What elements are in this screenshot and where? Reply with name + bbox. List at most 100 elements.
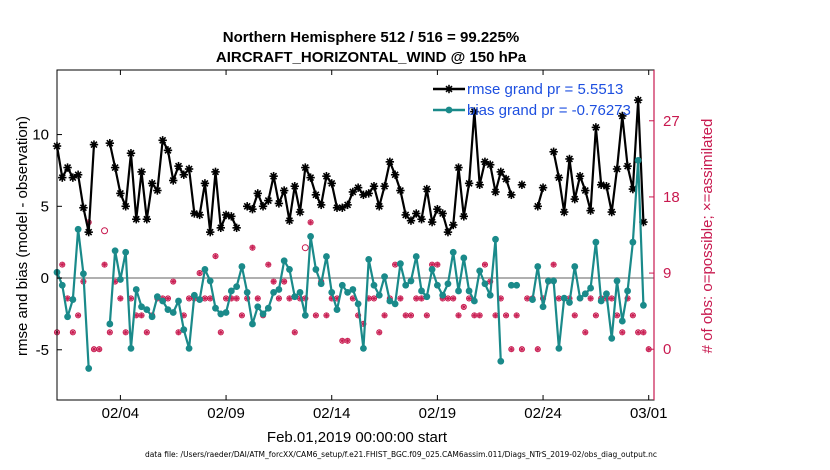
obs-asterisk bbox=[630, 312, 636, 318]
rmse-point bbox=[364, 189, 373, 198]
obs-assimilated-point bbox=[407, 312, 415, 319]
rmse-asterisk bbox=[623, 161, 632, 171]
obs-asterisk bbox=[376, 329, 382, 335]
obs-asterisk bbox=[556, 295, 562, 302]
bias-point bbox=[603, 290, 610, 298]
bias-point bbox=[476, 267, 484, 275]
obs-assimilated-point bbox=[344, 337, 351, 344]
obs-asterisk bbox=[292, 329, 298, 335]
obs-asterisk bbox=[503, 312, 509, 318]
bias-point bbox=[492, 235, 499, 243]
obs-asterisk bbox=[434, 262, 440, 268]
bias-point bbox=[80, 270, 87, 278]
obs-assimilated-point bbox=[402, 312, 409, 319]
bias-point bbox=[148, 313, 156, 321]
rmse-point bbox=[396, 186, 405, 195]
rmse-point bbox=[549, 147, 558, 156]
rmse-asterisk bbox=[385, 157, 395, 167]
bias-point bbox=[539, 303, 547, 311]
bias-point bbox=[449, 248, 457, 256]
rmse-point bbox=[137, 167, 146, 177]
obs-assimilated-point bbox=[466, 295, 473, 302]
rmse-point bbox=[406, 216, 416, 225]
obs-asterisk bbox=[107, 329, 113, 335]
rmse-point bbox=[153, 186, 162, 195]
rmse-point bbox=[385, 157, 395, 167]
rmse-asterisk bbox=[396, 186, 405, 195]
obs-assimilated-point bbox=[323, 312, 330, 319]
rmse-point bbox=[200, 179, 210, 188]
obs-assimilated-point bbox=[207, 295, 214, 302]
obs-asterisk bbox=[75, 312, 81, 318]
obs-assimilated-point bbox=[275, 295, 282, 302]
rmse-point bbox=[459, 212, 469, 221]
rmse-asterisk bbox=[216, 223, 225, 233]
bias-point bbox=[550, 277, 558, 285]
obs-assimilated-point bbox=[481, 261, 488, 268]
legend-asterisk bbox=[444, 84, 454, 94]
obs-assimilated-point bbox=[233, 295, 240, 302]
obs-assimilated-point bbox=[101, 261, 108, 268]
obs-assimilated-point bbox=[587, 295, 594, 302]
rmse-asterisk bbox=[279, 186, 289, 195]
rmse-point bbox=[206, 227, 215, 237]
obs-assimilated-point bbox=[444, 295, 452, 302]
bias-point bbox=[544, 277, 552, 285]
rmse-point bbox=[306, 173, 315, 182]
obs-assimilated-point bbox=[175, 329, 182, 336]
bias-point bbox=[291, 293, 299, 301]
rmse-asterisk bbox=[581, 186, 590, 195]
rmse-asterisk bbox=[195, 210, 204, 220]
rmse-point bbox=[169, 176, 178, 185]
rmse-point bbox=[412, 209, 421, 218]
rmse-point bbox=[316, 200, 326, 210]
rmse-point bbox=[105, 138, 115, 148]
obs-assimilated-point bbox=[413, 295, 420, 302]
bias-point bbox=[159, 297, 167, 305]
rmse-asterisk bbox=[121, 202, 130, 211]
obs-asterisk bbox=[265, 262, 271, 268]
rmse-asterisk bbox=[269, 171, 278, 181]
obs-assimilated-point bbox=[608, 295, 615, 302]
obs-asterisk bbox=[498, 295, 504, 302]
obs-asterisk bbox=[138, 312, 145, 318]
obs-asterisk bbox=[381, 312, 388, 318]
x-tick-label: 03/01 bbox=[630, 405, 668, 422]
rmse-asterisk bbox=[559, 207, 569, 217]
obs-asterisk bbox=[239, 312, 245, 318]
obs-asterisk bbox=[276, 295, 282, 302]
obs-assimilated-point bbox=[217, 329, 224, 336]
obs-assimilated-point bbox=[370, 295, 378, 302]
obs-asterisk bbox=[59, 262, 65, 268]
rmse-point bbox=[565, 154, 574, 164]
bias-point bbox=[640, 301, 647, 309]
rmse-point bbox=[179, 170, 188, 179]
rmse-point bbox=[121, 202, 130, 211]
series-rmse bbox=[52, 95, 648, 237]
rmse-asterisk bbox=[538, 183, 548, 192]
obs-asterisk bbox=[91, 346, 97, 352]
obs-assimilated-point bbox=[59, 261, 66, 268]
rmse-asterisk bbox=[412, 209, 421, 218]
bias-point bbox=[576, 294, 584, 302]
bias-point bbox=[106, 320, 114, 328]
obs-asterisk bbox=[514, 312, 520, 318]
obs-assimilated-point bbox=[381, 312, 388, 319]
bias-point bbox=[460, 254, 468, 262]
bias-point bbox=[270, 288, 278, 296]
obs-assimilated-point bbox=[492, 312, 499, 319]
y-axis-left: -5 0 5 10 bbox=[32, 127, 62, 359]
bias-point bbox=[624, 287, 631, 295]
rmse-asterisk bbox=[147, 179, 157, 188]
rmse-point bbox=[353, 183, 363, 192]
rmse-point bbox=[163, 146, 173, 155]
obs-assimilated-point bbox=[270, 278, 277, 285]
obs-assimilated-point bbox=[238, 312, 245, 319]
rmse-asterisk bbox=[496, 167, 505, 177]
rmse-asterisk bbox=[427, 217, 437, 227]
obs-asterisk bbox=[408, 312, 414, 318]
bias-point bbox=[254, 303, 262, 311]
rmse-asterisk bbox=[211, 167, 220, 177]
bias-point bbox=[481, 280, 489, 288]
bias-point bbox=[132, 286, 140, 293]
